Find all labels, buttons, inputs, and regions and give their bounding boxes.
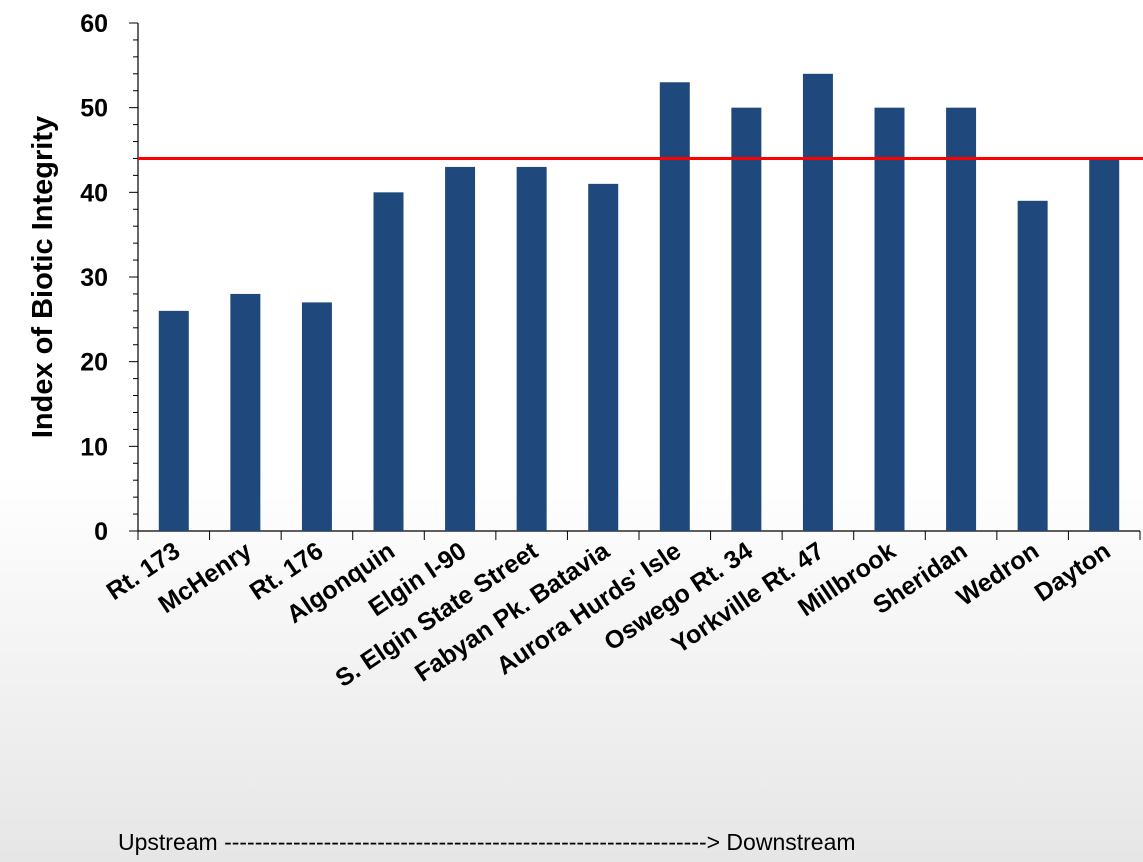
y-axis-title: Index of Biotic Integrity (27, 116, 59, 438)
bar (659, 82, 690, 532)
y-axis: 0 10 20 30 40 50 60 (80, 10, 139, 546)
bar (158, 310, 189, 531)
x-axis (137, 530, 1141, 540)
bar (731, 107, 762, 532)
y-tick-label: 30 (80, 264, 108, 292)
bar (1089, 158, 1120, 531)
y-tick-label: 40 (80, 179, 108, 207)
bar (373, 192, 404, 532)
bar (802, 73, 833, 532)
bar (874, 107, 905, 532)
y-tick-label: 0 (94, 518, 108, 546)
y-tick-label: 20 (80, 349, 108, 377)
bar (445, 166, 476, 531)
bar (230, 293, 261, 531)
bar (946, 107, 977, 532)
x-tick-label: Dayton (1030, 537, 1116, 608)
y-tick-label: 10 (80, 433, 108, 461)
bar (588, 183, 619, 531)
x-tick-label: Wedron (952, 537, 1044, 612)
bar (301, 302, 332, 531)
y-tick-label: 50 (80, 95, 108, 123)
bars (158, 73, 1120, 532)
y-tick-label: 60 (80, 10, 108, 38)
upstream-downstream-label: Upstream -------------------------------… (118, 829, 856, 855)
bar (1017, 200, 1048, 532)
bar (516, 166, 547, 531)
